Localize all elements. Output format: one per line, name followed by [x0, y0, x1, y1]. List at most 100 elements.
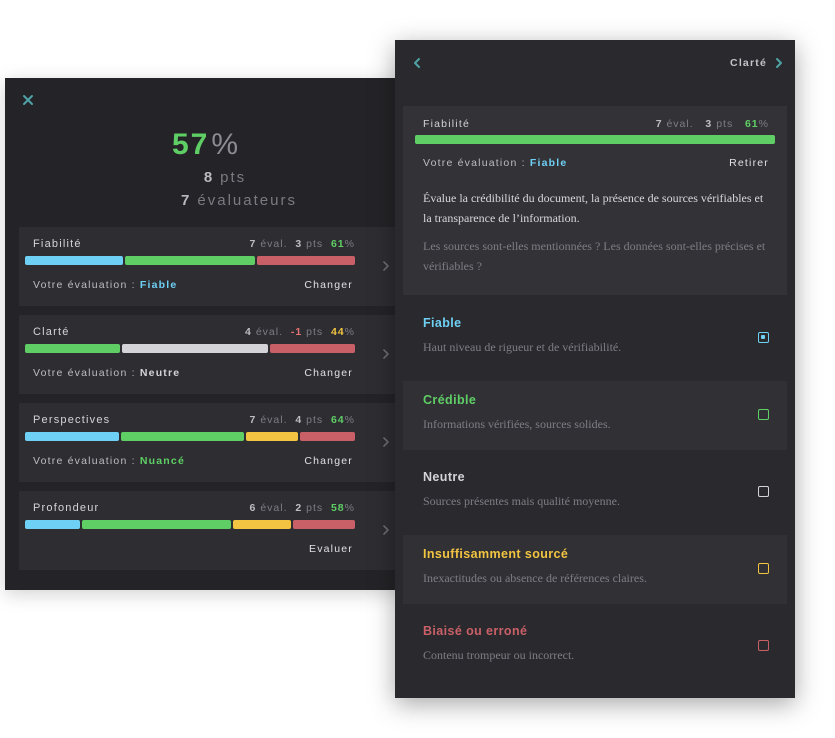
detail-eval-label: éval. [666, 118, 694, 130]
criterion-distribution-bar [25, 520, 355, 529]
evaluation-option[interactable]: Biaisé ou erroné Contenu trompeur ou inco… [403, 612, 787, 681]
option-description: Informations vérifiées, sources solides. [423, 417, 611, 431]
detail-your-eval-label: Votre évaluation : [423, 157, 526, 169]
overall-percent-sign: % [211, 128, 239, 161]
criterion-your-evaluation: Votre évaluation : Fiable [33, 279, 177, 291]
overall-points: 8 pts [5, 169, 405, 186]
criterion-pts: -1 [290, 326, 303, 338]
criterion-pts: 4 [295, 414, 303, 426]
your-eval-label: Votre évaluation : [33, 279, 136, 291]
points-value: 8 [203, 169, 215, 186]
criterion-row[interactable]: Fiabilité 7 éval. 3 pts 61% Votre évaluati… [19, 227, 405, 306]
criterion-stats: 4 éval. -1 pts 44% [245, 326, 355, 338]
criterion-pts-label: pts [306, 238, 324, 250]
criterion-row[interactable]: Perspectives 7 éval. 4 pts 64% Votre évalu… [19, 403, 405, 482]
distribution-segment [120, 432, 245, 441]
distribution-segment [25, 344, 120, 353]
criterion-title: Fiabilité [33, 238, 82, 250]
remove-button[interactable]: Retirer [729, 157, 769, 169]
chevron-right-icon[interactable] [773, 56, 785, 70]
chevron-right-icon[interactable] [381, 347, 391, 361]
criterion-stats: 6 éval. 2 pts 58% [250, 502, 355, 514]
criterion-percent-sign: % [344, 238, 355, 250]
detail-your-eval-value: Fiable [529, 157, 568, 169]
detail-percent: 61 [744, 118, 759, 130]
overall-score: 57% [5, 128, 405, 162]
criterion-percent: 64 [330, 414, 345, 426]
radio-dot [761, 335, 766, 340]
evaluation-option[interactable]: Neutre Sources présentes mais qualité moy… [403, 458, 787, 527]
change-evaluation-button[interactable]: Changer [304, 367, 353, 379]
option-title: Fiable [423, 316, 462, 330]
chevron-right-icon[interactable] [381, 435, 391, 449]
detail-percent-sign: % [758, 118, 769, 130]
evaluation-option[interactable]: Fiable Haut niveau de rigueur et de vérif… [403, 304, 787, 373]
detail-question: Les sources sont-elles mentionnées ? Les… [423, 239, 766, 273]
criterion-pts-label: pts [306, 414, 324, 426]
chevron-right-icon[interactable] [381, 259, 391, 273]
criterion-pts-label: pts [306, 326, 324, 338]
criterion-title: Perspectives [33, 414, 111, 426]
criterion-pts: 3 [295, 238, 303, 250]
detail-pts-label: pts [716, 118, 734, 130]
distribution-segment [246, 432, 298, 441]
option-title: Crédible [423, 393, 477, 407]
criterion-distribution-bar [25, 344, 355, 353]
radio-unchecked-icon[interactable] [758, 563, 769, 574]
criterion-percent: 61 [330, 238, 345, 250]
criterion-distribution-bar [25, 256, 355, 265]
criterion-row[interactable]: Clarté 4 éval. -1 pts 44% Votre évaluation… [19, 315, 405, 394]
detail-your-evaluation: Votre évaluation : Fiable [423, 157, 567, 169]
option-title: Biaisé ou erroné [423, 624, 528, 638]
distribution-segment [25, 520, 81, 529]
change-evaluation-button[interactable]: Evaluer [308, 543, 353, 555]
option-title: Neutre [423, 470, 465, 484]
raters-label: évaluateurs [197, 192, 297, 209]
criterion-detail-card: Fiabilité 7 éval. 3 pts 61% Votre évalua… [403, 106, 787, 295]
detail-progress-bar [415, 135, 775, 144]
close-icon[interactable] [22, 94, 34, 106]
criterion-title: Profondeur [33, 502, 100, 514]
criterion-eval-count: 7 [249, 238, 257, 250]
criterion-eval-count: 4 [245, 326, 252, 338]
criterion-eval-label: éval. [260, 238, 288, 250]
distribution-segment [25, 256, 123, 265]
your-eval-label: Votre évaluation : [33, 455, 136, 467]
distribution-segment [124, 256, 256, 265]
detail-title: Fiabilité [423, 118, 470, 130]
radio-unchecked-icon[interactable] [758, 640, 769, 651]
distribution-segment [25, 432, 119, 441]
next-criterion-label[interactable]: Clarté [730, 57, 767, 69]
criterion-percent-sign: % [344, 502, 355, 514]
your-eval-value: Nuancé [139, 455, 186, 467]
option-title: Insuffisamment sourcé [423, 547, 569, 561]
criterion-eval-count: 6 [249, 502, 257, 514]
change-evaluation-button[interactable]: Changer [304, 455, 353, 467]
criterion-distribution-bar [25, 432, 355, 441]
change-evaluation-button[interactable]: Changer [304, 279, 353, 291]
radio-unchecked-icon[interactable] [758, 409, 769, 420]
detail-description: Évalue la crédibilité du document, la pr… [423, 191, 764, 225]
distribution-segment [233, 520, 292, 529]
distribution-segment [299, 432, 355, 441]
option-description: Inexactitudes ou absence de références c… [423, 571, 647, 585]
radio-checked-icon[interactable] [758, 332, 769, 343]
evaluation-option[interactable]: Insuffisamment sourcé Inexactitudes ou ab… [403, 535, 787, 604]
evaluation-option[interactable]: Crédible Informations vérifiées, sources … [403, 381, 787, 450]
chevron-left-icon[interactable] [411, 56, 423, 70]
your-eval-label: Votre évaluation : [33, 367, 136, 379]
criterion-row[interactable]: Profondeur 6 éval. 2 pts 58% Evaluer [19, 491, 405, 570]
chevron-right-icon[interactable] [381, 523, 391, 537]
radio-unchecked-icon[interactable] [758, 486, 769, 497]
criterion-pts-label: pts [306, 502, 324, 514]
criterion-your-evaluation: Votre évaluation : Nuancé [33, 455, 185, 467]
criterion-eval-label: éval. [260, 414, 288, 426]
criterion-percent: 44 [330, 326, 345, 338]
criterion-percent-sign: % [344, 326, 355, 338]
criterion-stats: 7 éval. 3 pts 61% [250, 238, 355, 250]
criterion-eval-label: éval. [255, 326, 283, 338]
your-eval-value: Fiable [139, 279, 178, 291]
distribution-segment [82, 520, 232, 529]
distribution-segment [270, 344, 355, 353]
criterion-pts: 2 [295, 502, 303, 514]
